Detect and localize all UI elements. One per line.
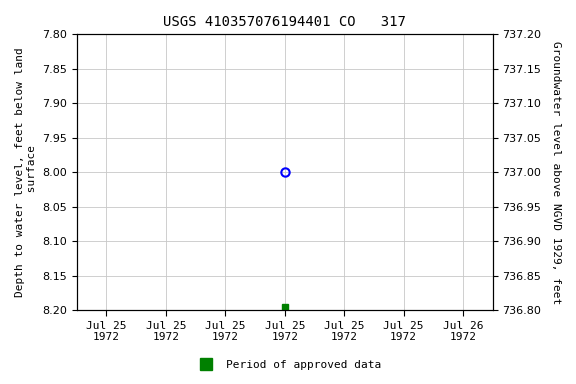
Y-axis label: Depth to water level, feet below land
 surface: Depth to water level, feet below land su… (15, 47, 37, 297)
Y-axis label: Groundwater level above NGVD 1929, feet: Groundwater level above NGVD 1929, feet (551, 41, 561, 304)
Title: USGS 410357076194401 CO   317: USGS 410357076194401 CO 317 (164, 15, 406, 29)
Legend: Period of approved data: Period of approved data (191, 356, 385, 375)
